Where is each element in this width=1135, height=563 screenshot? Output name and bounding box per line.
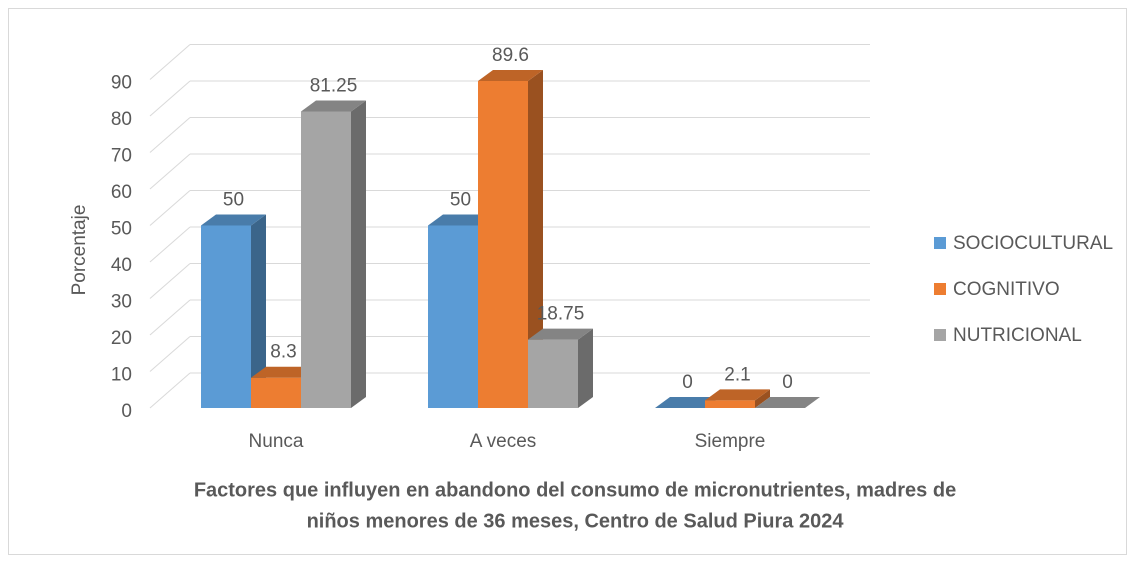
chart-title: Factores que influyen en abandono del co… xyxy=(194,479,956,501)
legend-swatch xyxy=(934,283,946,295)
data-label: 50 xyxy=(223,190,244,211)
y-tick-label: 20 xyxy=(111,328,132,349)
grid-line xyxy=(149,372,191,409)
bar-top xyxy=(478,69,543,81)
bar-top xyxy=(655,397,720,408)
grid-line xyxy=(149,44,191,80)
legend-label: SOCIOCULTURAL xyxy=(953,233,1113,254)
legend-label: NUTRICIONAL xyxy=(953,325,1082,346)
grid-line xyxy=(149,80,191,117)
x-tick-label: A veces xyxy=(470,431,537,452)
x-tick-label: Siempre xyxy=(695,431,766,452)
bar-front xyxy=(201,225,251,408)
bar xyxy=(705,389,770,408)
bar xyxy=(478,69,543,409)
data-label: 0 xyxy=(782,372,793,393)
data-label: 8.3 xyxy=(270,342,296,363)
grid-line xyxy=(149,190,191,226)
y-tick-label: 10 xyxy=(111,365,132,386)
bar xyxy=(528,328,593,408)
bar-side xyxy=(351,100,366,408)
bar-side xyxy=(755,389,770,408)
bar-top xyxy=(528,328,593,340)
y-tick-label: 60 xyxy=(111,182,132,203)
data-label: 2.1 xyxy=(724,364,750,385)
y-tick-label: 80 xyxy=(111,109,132,130)
bar-top xyxy=(755,397,820,408)
bar-front xyxy=(528,339,578,408)
bar-top xyxy=(301,100,366,112)
bar xyxy=(301,100,366,408)
chart-title: niños menores de 36 meses, Centro de Sal… xyxy=(307,510,845,532)
chart-border xyxy=(8,8,1127,555)
bar-front xyxy=(251,377,301,408)
grid-line xyxy=(149,299,191,336)
grid-line xyxy=(149,153,191,190)
bar-front xyxy=(301,111,351,408)
bar-top xyxy=(705,389,770,401)
x-tick-label: Nunca xyxy=(249,431,304,452)
bar xyxy=(201,214,266,408)
bar xyxy=(655,397,720,408)
data-label: 50 xyxy=(450,190,471,211)
bar-front xyxy=(478,80,528,409)
grid-line xyxy=(149,263,191,299)
bar xyxy=(755,397,820,408)
data-label: 81.25 xyxy=(310,75,358,96)
bar-side xyxy=(528,69,543,409)
y-tick-label: 70 xyxy=(111,146,132,167)
bar-top xyxy=(428,214,493,226)
y-tick-label: 40 xyxy=(111,255,132,276)
y-tick-label: 90 xyxy=(111,73,132,94)
y-tick-label: 50 xyxy=(111,219,132,240)
data-label: 0 xyxy=(682,372,693,393)
grid-line xyxy=(149,117,191,153)
legend-label: COGNITIVO xyxy=(953,279,1060,300)
data-label: 89.6 xyxy=(492,45,529,66)
bar-side xyxy=(578,328,593,408)
grid-line xyxy=(149,226,191,263)
bar-top xyxy=(251,366,316,378)
y-tick-label: 30 xyxy=(111,292,132,313)
y-tick-label: 0 xyxy=(121,401,132,422)
bar-side xyxy=(251,214,266,408)
bar-front xyxy=(428,225,478,408)
data-label: 18.75 xyxy=(537,304,585,325)
bar-top xyxy=(201,214,266,226)
bar-front xyxy=(705,400,755,408)
y-axis-title: Porcentaje xyxy=(69,205,90,296)
legend-swatch xyxy=(934,329,946,341)
grid-line xyxy=(149,336,191,372)
legend-swatch xyxy=(934,237,946,249)
